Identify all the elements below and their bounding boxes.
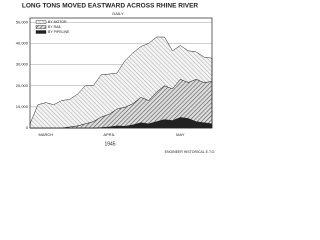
- y-tick-label: 0: [26, 125, 29, 130]
- legend-swatch: [35, 20, 47, 24]
- year-label: 1945: [104, 141, 115, 147]
- legend-label: BY MOTOR: [48, 20, 67, 24]
- y-tick-label: 30,000: [16, 62, 29, 67]
- legend-label: BY RAIL: [48, 25, 61, 29]
- plot-frame: [29, 17, 213, 129]
- legend-swatch: [35, 25, 47, 29]
- page: {"chart_data":{"type":"stacked_area","ti…: [0, 0, 220, 160]
- y-tick-label: 10,000: [16, 104, 29, 109]
- chart-title: LONG TONS MOVED EASTWARD ACROSS RHINE RI…: [22, 3, 199, 10]
- x-tick-label: APRIL: [103, 132, 115, 137]
- x-tick-label: MARCH: [38, 132, 53, 137]
- footnote: ENGINEER HISTORICAL E.T.O.: [165, 150, 216, 154]
- y-tick-label: 50,000: [16, 19, 29, 24]
- legend-label: BY PIPELINE: [48, 30, 70, 34]
- y-tick-label: 40,000: [16, 40, 29, 45]
- y-tick-label: 20,000: [16, 83, 29, 88]
- legend-swatch: [35, 30, 47, 34]
- subtitle: DAILY: [112, 11, 124, 16]
- chart: LONG TONS MOVED EASTWARD ACROSS RHINE RI…: [0, 0, 220, 160]
- x-tick-label: MAY: [176, 132, 185, 137]
